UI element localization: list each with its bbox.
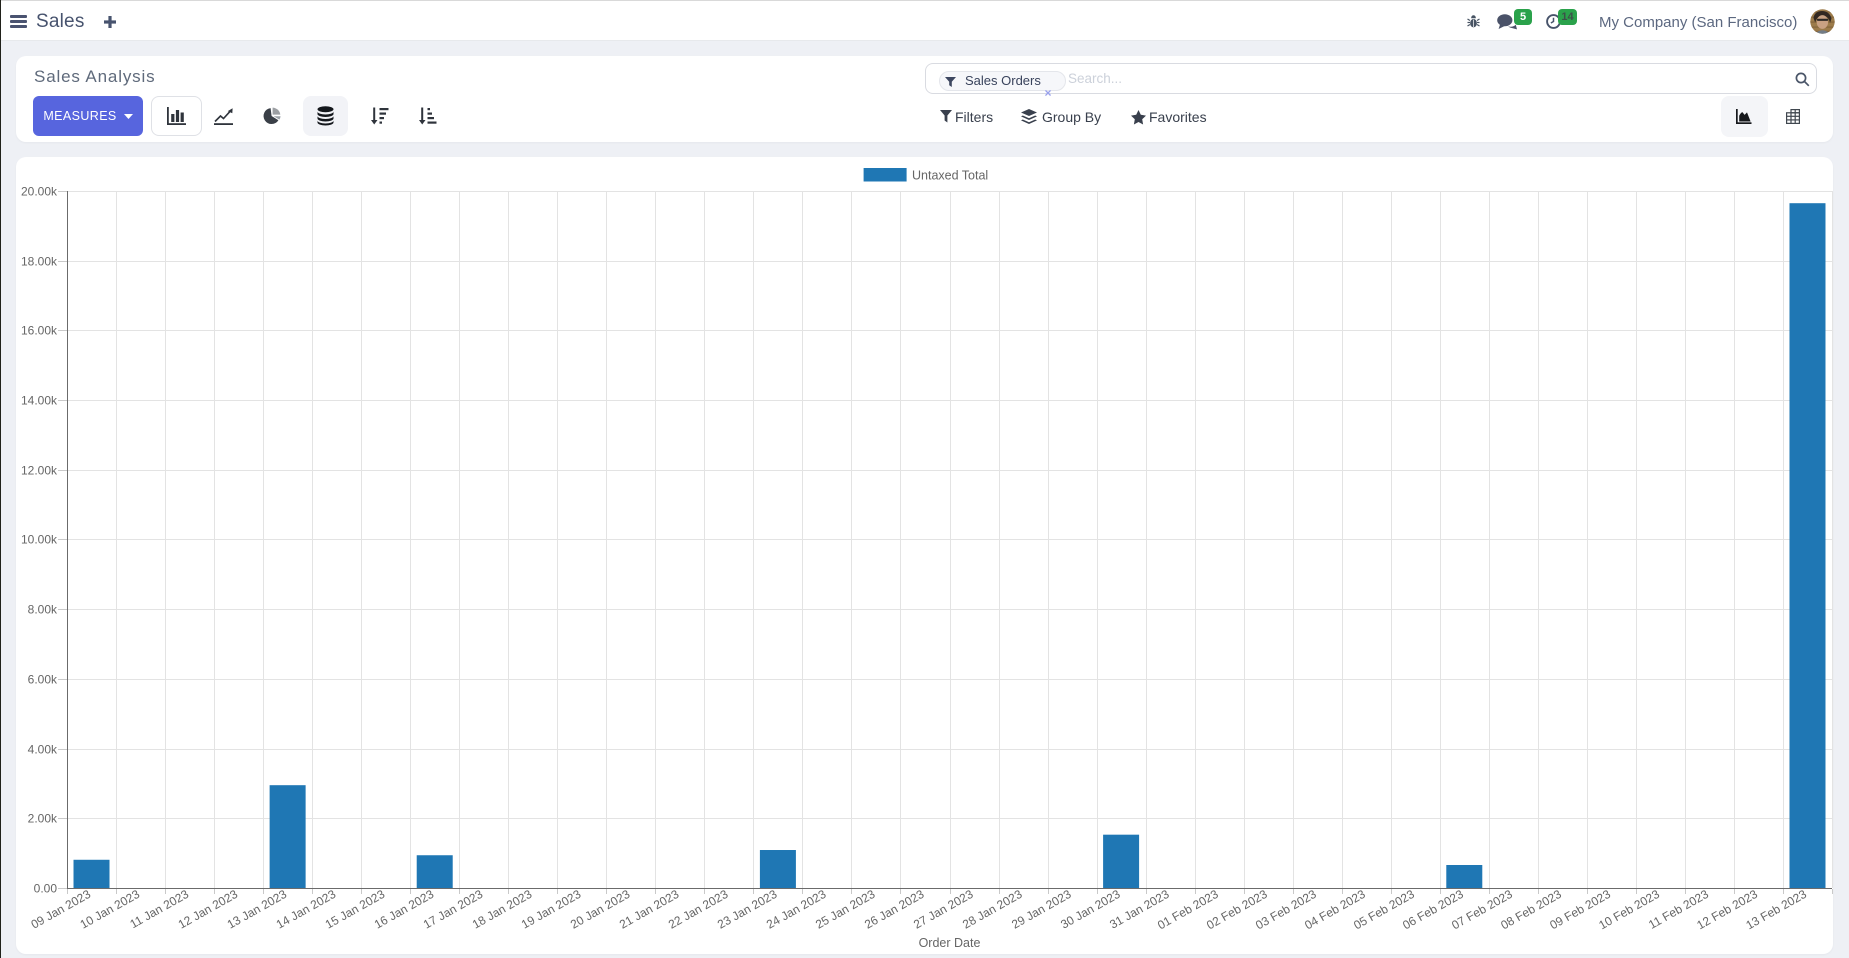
svg-text:12.00k: 12.00k [21, 464, 58, 478]
svg-text:0.00: 0.00 [34, 882, 58, 896]
svg-text:18.00k: 18.00k [21, 255, 58, 269]
svg-text:6.00k: 6.00k [28, 673, 58, 687]
svg-text:14.00k: 14.00k [21, 394, 58, 408]
svg-text:10.00k: 10.00k [21, 533, 58, 547]
svg-text:2.00k: 2.00k [28, 812, 58, 826]
svg-text:4.00k: 4.00k [28, 743, 58, 757]
svg-text:16.00k: 16.00k [21, 324, 58, 338]
svg-text:20.00k: 20.00k [21, 185, 58, 199]
svg-text:Untaxed Total: Untaxed Total [912, 169, 988, 183]
svg-text:8.00k: 8.00k [28, 603, 58, 617]
svg-text:Order Date: Order Date [919, 936, 981, 950]
